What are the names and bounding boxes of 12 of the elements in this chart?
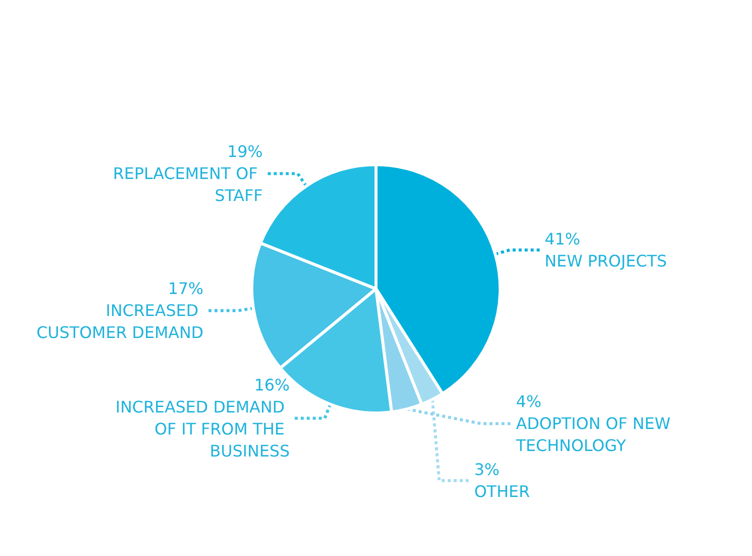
slice-label: REPLACEMENT OF STAFF: [113, 164, 263, 206]
slice-label: INCREASED DEMAND OF IT FROM THE BUSINESS: [115, 398, 290, 461]
data-label: 41%: [544, 229, 580, 248]
data-label: 16%: [254, 376, 290, 395]
slice-label: INCREASED CUSTOMER DEMAND: [36, 301, 204, 342]
data-label: 19%: [227, 142, 263, 162]
data-label: 17%: [168, 279, 204, 298]
slice-label: NEW PROJECTS: [544, 251, 667, 270]
slice-label: OTHER: [474, 482, 530, 502]
data-label: 4%: [516, 392, 542, 412]
data-label: 3%: [474, 460, 500, 480]
slice-label: ADOPTION OF NEW TECHNOLOGY: [515, 414, 676, 456]
